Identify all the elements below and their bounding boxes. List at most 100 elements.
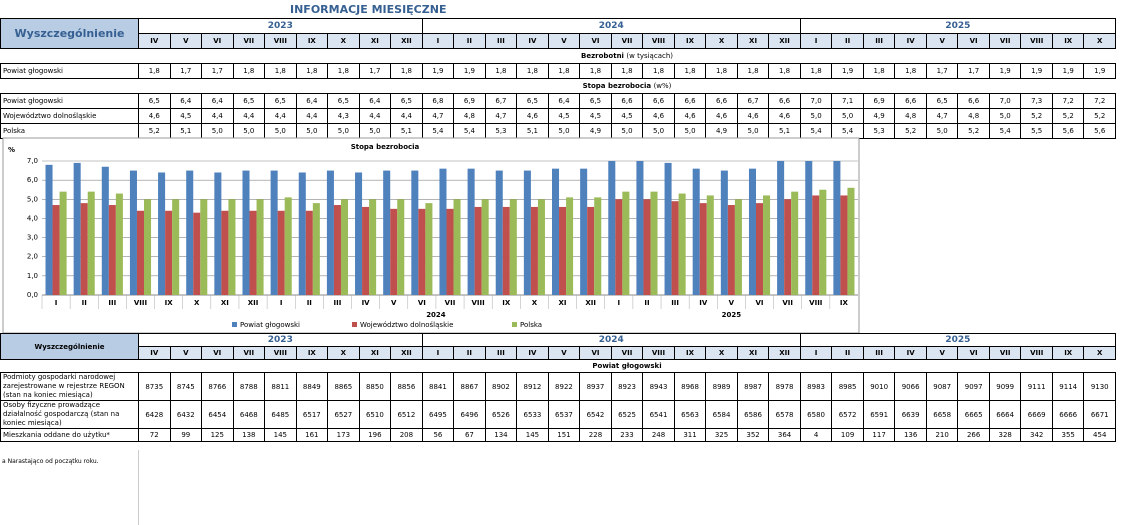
- value-cell: 4,6: [516, 108, 549, 124]
- value-cell: 6,5: [390, 93, 423, 109]
- value-cell: 6,4: [295, 93, 329, 109]
- month-cell: IX: [295, 33, 329, 49]
- value-cell: 1,8: [673, 63, 707, 79]
- month-cell: X: [1083, 346, 1116, 360]
- value-cell: 1,8: [579, 63, 612, 79]
- bar: [305, 210, 313, 295]
- value-cell: 8923: [610, 372, 644, 401]
- x-tick-label: VIII: [809, 299, 822, 307]
- value-cell: 6669: [1020, 400, 1053, 429]
- value-cell: 6,6: [705, 93, 738, 109]
- value-cell: 6578: [768, 400, 801, 429]
- value-cell: 1,8: [390, 63, 423, 79]
- value-cell: 161: [295, 428, 329, 442]
- value-cell: 4,8: [894, 108, 927, 124]
- value-cell: 6,5: [232, 93, 266, 109]
- value-cell: 5,0: [925, 123, 959, 139]
- x-tick-label: II: [82, 299, 87, 307]
- bar: [474, 206, 482, 295]
- month-cell: I: [799, 33, 833, 49]
- value-cell: 1,8: [768, 63, 801, 79]
- y-tick-label: 3,0: [27, 234, 38, 242]
- x-tick-label: VI: [418, 299, 426, 307]
- value-cell: 4,5: [169, 108, 203, 124]
- data-row: Osoby fizyczne prowadzące działalność go…: [0, 400, 1116, 429]
- value-cell: 8983: [799, 372, 833, 401]
- x-tick-label: X: [194, 299, 200, 307]
- value-cell: 1,8: [894, 63, 927, 79]
- bar: [608, 161, 616, 295]
- value-cell: 9111: [1020, 372, 1053, 401]
- value-cell: 6591: [862, 400, 896, 429]
- legend-label: Województwo dolnośląskie: [360, 321, 453, 329]
- month-row: IV V VI VII VIII IX X XI XII I II III IV V VI VII VIII IX…: [1, 346, 1116, 360]
- value-cell: 8867: [453, 372, 486, 401]
- month-cell: XI: [358, 346, 392, 360]
- section-name: Stopa bezrobocia: [582, 82, 652, 90]
- x-tick-label: IX: [502, 299, 511, 307]
- value-cell: 6,4: [358, 93, 392, 109]
- month-cell: I: [799, 346, 833, 360]
- bar: [720, 170, 728, 295]
- value-cell: 6468: [232, 400, 266, 429]
- value-cell: 1,7: [201, 63, 234, 79]
- bar: [777, 161, 785, 295]
- row-label: Powiat głogowski: [0, 63, 139, 79]
- month-cell: VI: [579, 346, 612, 360]
- value-cell: 9010: [862, 372, 896, 401]
- bar: [214, 172, 222, 295]
- x-tick-label: V: [729, 299, 735, 307]
- value-cell: 145: [516, 428, 549, 442]
- month-cell: VIII: [1020, 33, 1053, 49]
- bar: [495, 170, 503, 295]
- value-cell: 9097: [957, 372, 990, 401]
- value-cell: 6,6: [642, 93, 675, 109]
- bar: [298, 172, 306, 295]
- x-tick-label: IV: [699, 299, 708, 307]
- header-cell: Wyszczególnienie: [0, 333, 139, 360]
- value-cell: 8856: [390, 372, 423, 401]
- x-tick-label: III: [108, 299, 116, 307]
- bar: [566, 197, 574, 295]
- value-cell: 5,2: [1083, 108, 1116, 124]
- month-cell: VI: [201, 346, 234, 360]
- bar: [502, 206, 510, 295]
- bar: [165, 210, 173, 295]
- year-cell: 2025: [799, 18, 1117, 34]
- value-cell: 9066: [894, 372, 927, 401]
- value-cell: 311: [673, 428, 707, 442]
- value-cell: 5,0: [831, 108, 864, 124]
- value-cell: 7,3: [1020, 93, 1053, 109]
- value-cell: 109: [831, 428, 864, 442]
- data-row: Podmioty gospodarki narodowej zarejestro…: [0, 372, 1116, 401]
- bar: [727, 205, 735, 295]
- bar: [397, 199, 405, 295]
- value-cell: 6527: [327, 400, 360, 429]
- bar: [530, 206, 538, 295]
- value-cell: 4,4: [390, 108, 423, 124]
- y-tick-label: 1,0: [27, 272, 38, 280]
- x-tick-label: I: [618, 299, 621, 307]
- value-cell: 6,7: [484, 93, 518, 109]
- value-cell: 1,8: [327, 63, 360, 79]
- data-row: Województwo dolnośląskie 4,6 4,5 4,4 4,4 4,4 4…: [0, 108, 1116, 124]
- value-cell: 138: [232, 428, 266, 442]
- value-cell: 6533: [516, 400, 549, 429]
- value-cell: 117: [862, 428, 896, 442]
- month-cell: IV: [516, 346, 549, 360]
- month-cell: XII: [768, 33, 801, 49]
- bar: [650, 191, 658, 295]
- chart: Stopa bezrobocia % 0,0 1,0 2,0 3,0 4,0 5,0 6,0…: [2, 137, 860, 334]
- bar: [580, 168, 588, 295]
- x-tick-label: VIII: [472, 299, 485, 307]
- value-cell: 1,9: [831, 63, 864, 79]
- bar: [481, 199, 489, 295]
- value-cell: 6639: [894, 400, 927, 429]
- month-cell: VII: [988, 33, 1022, 49]
- bar: [101, 166, 109, 295]
- month-cell: IV: [138, 33, 171, 49]
- year-cell: 2024: [421, 18, 801, 34]
- value-cell: 5,2: [1020, 108, 1053, 124]
- bar: [552, 168, 560, 295]
